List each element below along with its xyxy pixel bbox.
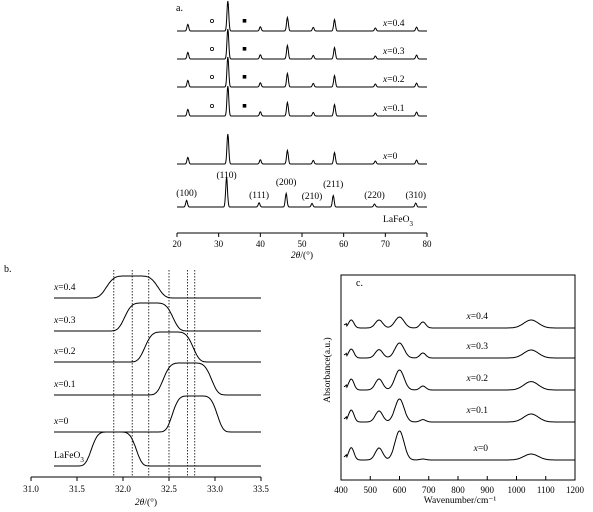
panel-b-xtick-label: 33.0 <box>207 484 223 494</box>
panel-c-xtick-label: 400 <box>334 485 348 495</box>
panel-a-circle-marker <box>209 75 214 80</box>
panel-c-xtick-label: 700 <box>422 485 436 495</box>
panel-a-series-line <box>177 133 427 165</box>
panel-b-xtick-label: 32.0 <box>115 484 131 494</box>
panel-a-xlabel: 2θ/(°) <box>291 250 313 261</box>
panel-a-series-line <box>177 176 427 208</box>
panel-b-series-line <box>54 302 261 332</box>
panel-b-series-label: x=0.4 <box>53 283 76 293</box>
panel-b-series-line <box>54 331 261 363</box>
panel-a-peak-label: (310) <box>405 190 426 201</box>
panel-a-xtick-label: 50 <box>298 239 308 249</box>
panel-b-series-line <box>54 362 261 396</box>
panel-a-xtick-label: 80 <box>423 239 433 249</box>
panel-a-series-label: x=0.2 <box>382 75 405 85</box>
panel-a-peak-label: (210) <box>302 191 323 202</box>
panel-c-series-label: x=0.2 <box>466 374 489 384</box>
panel-a-peak-label: (211) <box>323 179 343 190</box>
panel-b-series-line <box>54 275 261 299</box>
panel-a-peak-label: (200) <box>276 177 297 188</box>
panel-c-series-line <box>343 342 575 359</box>
panel-b-series-label: x=0.2 <box>53 347 76 357</box>
panel-a-circle-marker <box>209 47 214 52</box>
panel-a-peak-label: (100) <box>176 188 197 199</box>
panel-b-xtick-label: 31.5 <box>69 484 85 494</box>
panel-a-circle-marker <box>209 104 214 109</box>
panel-b-series-line <box>54 431 261 467</box>
panel-b-label: b. <box>4 264 12 275</box>
panel-b-xtick-label: 33.5 <box>253 484 269 494</box>
panel-a-series-line <box>177 28 427 60</box>
panel-c-series-label: x=0 <box>473 444 489 454</box>
panel-b-series-label: x=0.3 <box>53 316 76 326</box>
panel-c-xlabel: Wavenumber/cm⁻¹ <box>424 496 497 506</box>
panel-b-series-label: x=0.1 <box>53 380 76 390</box>
panel-a-peak-label: (111) <box>249 190 269 201</box>
panel-a-peak-label: (220) <box>364 190 385 201</box>
panel-a-xtick-label: 30 <box>214 239 224 249</box>
panel-c-xtick-label: 1200 <box>566 485 585 495</box>
panel-c-xtick-label: 500 <box>364 485 378 495</box>
panel-a-peak-label: (110) <box>216 170 236 181</box>
panel-c-plot-frame <box>340 274 576 481</box>
panel-c-series-line <box>343 369 575 391</box>
panel-b-series-line <box>54 395 261 433</box>
panel-b-xlabel: 2θ/(°) <box>135 497 157 508</box>
panel-a-square-marker <box>242 19 247 23</box>
panel-c-series-label: x=0.1 <box>466 406 489 416</box>
panel-b-xtick-label: 31.0 <box>23 484 39 494</box>
panel-a-xrd-chart: a. 2θ/(°) 20 30 40 50 60 70 80 x=0.4 x=0.3 x=0.2 x… <box>173 0 433 261</box>
panel-c-xtick-label: 800 <box>451 485 465 495</box>
panel-a-square-marker <box>242 104 247 108</box>
panel-c-ftir-chart: c. Wavenumber/cm⁻¹ Absorbance(a.u.) 400 5… <box>322 274 585 506</box>
panel-c-series-line <box>343 430 575 461</box>
panel-b-series-label: x=0 <box>53 417 69 427</box>
panel-c-series-line <box>343 316 575 329</box>
panel-c-xtick-label: 900 <box>481 485 495 495</box>
panel-a-circle-marker <box>209 18 214 23</box>
panel-a-xtick-label: 60 <box>339 239 349 249</box>
panel-c-series-label: x=0.4 <box>466 312 489 322</box>
panel-a-series-line <box>177 0 427 32</box>
panel-c-xtick-label: 1000 <box>508 485 527 495</box>
panel-b-xtick-label: 32.5 <box>161 484 177 494</box>
panel-a-series-label: LaFeO3 <box>383 215 413 228</box>
panel-c-ylabel: Absorbance(a.u.) <box>322 337 333 402</box>
panel-c-xtick-label: 1100 <box>537 485 555 495</box>
panel-a-series-label: x=0.4 <box>382 19 405 29</box>
panel-c-xtick-label: 600 <box>393 485 407 495</box>
panel-a-series-label: x=0 <box>382 152 398 162</box>
panel-a-series-line <box>177 56 427 88</box>
panel-b-xrd-zoom-chart: b. 2θ/(°) 31.0 31.5 32.0 32.5 33.0 33.5 x=0.4 x… <box>4 264 269 508</box>
panel-c-label: c. <box>356 278 363 289</box>
panel-b-series-label: LaFeO3 <box>54 451 84 464</box>
panel-a-series-line <box>177 85 427 117</box>
panel-a-xtick-label: 20 <box>173 239 183 249</box>
panel-a-square-marker <box>242 47 247 51</box>
panel-a-series-label: x=0.1 <box>382 104 405 114</box>
panel-a-series-label: x=0.3 <box>382 47 405 57</box>
panel-a-xtick-label: 70 <box>381 239 391 249</box>
panel-a-label: a. <box>176 3 183 14</box>
panel-a-xtick-label: 40 <box>256 239 266 249</box>
panel-c-series-line <box>343 398 575 423</box>
panel-c-series-label: x=0.3 <box>466 342 489 352</box>
panel-a-square-marker <box>242 75 247 79</box>
